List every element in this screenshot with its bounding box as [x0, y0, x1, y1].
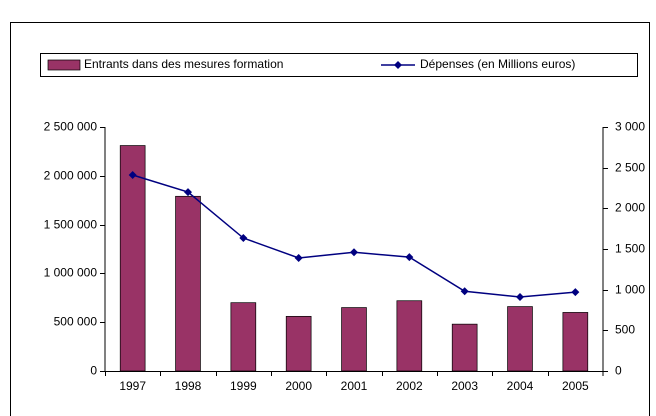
legend-label: Entrants dans des mesures formation — [84, 57, 283, 71]
line-marker — [405, 253, 414, 262]
y-tick-label: 2 000 000 — [44, 169, 98, 183]
line-marker — [516, 292, 524, 301]
line-marker — [460, 287, 469, 296]
y2-tick-label: 1 500 — [615, 242, 645, 256]
legend — [40, 53, 638, 77]
legend-swatch — [47, 59, 81, 71]
line-marker — [184, 188, 192, 197]
line-marker — [239, 234, 248, 243]
x-tick-label: 1997 — [119, 379, 146, 393]
bar — [119, 145, 146, 372]
y2-tick-label: 1 000 — [615, 283, 645, 297]
y2-tick-label: 3 000 — [615, 120, 645, 134]
bar — [341, 307, 367, 372]
y-tick-label: 1 000 000 — [44, 266, 98, 280]
x-tick-label: 1999 — [230, 379, 257, 393]
y2-tick-label: 0 — [615, 364, 622, 378]
bar — [285, 315, 312, 372]
y-tick-label: 2 500 000 — [44, 120, 98, 134]
x-tick-label: 2003 — [451, 379, 478, 393]
y-tick-label: 1 500 000 — [44, 218, 98, 232]
x-tick-label: 2005 — [562, 379, 589, 393]
x-tick-label: 2000 — [285, 379, 312, 393]
x-tick-label: 2001 — [341, 379, 368, 393]
bar — [230, 302, 257, 372]
legend-marker — [394, 61, 402, 69]
bar — [507, 306, 533, 372]
line-marker — [571, 288, 580, 297]
bar — [562, 312, 589, 372]
y2-tick-label: 500 — [615, 323, 635, 337]
x-tick-label: 2002 — [396, 379, 423, 393]
x-tick-label: 2004 — [507, 379, 534, 393]
legend-box — [40, 53, 638, 77]
bar — [396, 300, 423, 372]
bar — [175, 195, 201, 372]
y-tick-label: 0 — [90, 364, 97, 378]
x-tick-label: 1998 — [175, 379, 202, 393]
line-marker — [350, 248, 358, 257]
chart-frame — [10, 22, 650, 416]
y2-tick-label: 2 500 — [615, 161, 645, 175]
line-marker — [294, 253, 303, 262]
legend-label: Dépenses (en Millions euros) — [420, 57, 575, 71]
y2-tick-label: 2 000 — [615, 201, 645, 215]
bar — [451, 323, 478, 372]
y-tick-label: 500 000 — [54, 315, 98, 329]
line-marker — [128, 170, 137, 179]
